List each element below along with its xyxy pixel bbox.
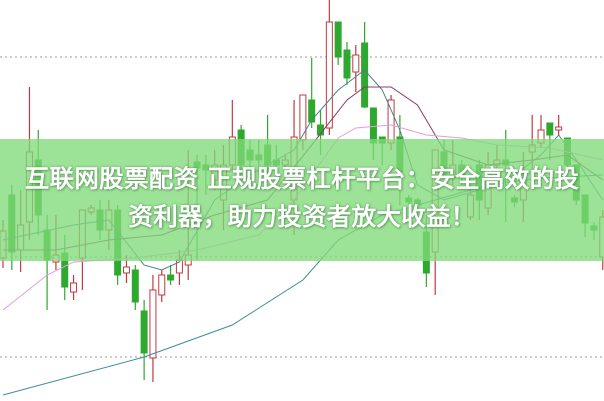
candle-body	[131, 269, 139, 303]
candle-body	[352, 54, 360, 73]
candle-body	[369, 107, 377, 144]
candle-body	[361, 42, 369, 108]
candle-body	[70, 282, 78, 293]
candle-body	[308, 99, 316, 123]
candle-body	[325, 21, 333, 129]
candle-body	[343, 49, 351, 79]
headline-line-2: 资利器，助力投资者放大收益！	[128, 202, 476, 231]
headline-line-1: 互联网股票配资 正规股票杠杆平台：安全高效的投	[24, 164, 580, 193]
candle-body	[334, 21, 342, 58]
candle-body	[140, 310, 148, 354]
candle-body	[555, 126, 563, 131]
candle-body	[546, 122, 554, 136]
candle-body	[299, 94, 307, 141]
headline: 互联网股票配资 正规股票杠杆平台：安全高效的投 资利器，助力投资者放大收益！	[0, 160, 604, 236]
candle-body	[158, 274, 166, 296]
headline-banner	[0, 139, 604, 261]
candle-body	[122, 266, 130, 274]
candle-body	[167, 274, 175, 281]
candle-body	[387, 99, 395, 144]
candle-body	[149, 289, 157, 359]
